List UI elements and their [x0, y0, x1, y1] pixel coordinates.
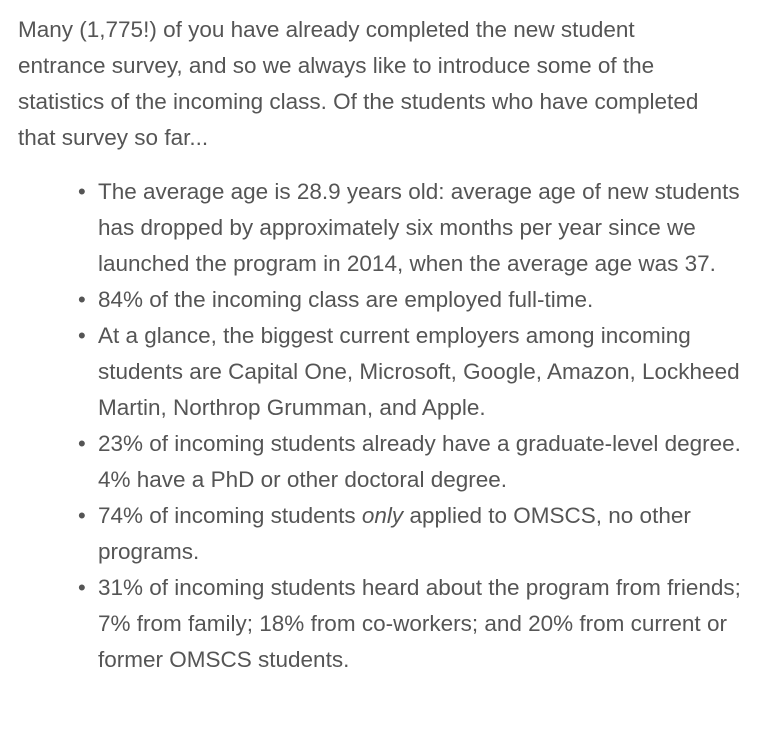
list-item-text: 84% of the incoming class are employed f…	[98, 287, 594, 312]
list-item-text-after: applied to OMSCS, no other programs.	[98, 503, 691, 564]
list-item-text-before: 74% of incoming students	[98, 503, 362, 528]
list-item: • 74% of incoming students only applied …	[78, 498, 748, 570]
bullet-icon: •	[78, 179, 86, 204]
bullet-icon: •	[78, 323, 86, 348]
bullet-icon: •	[78, 431, 86, 456]
list-item-text: The average age is 28.9 years old: avera…	[98, 179, 740, 276]
list-item: • At a glance, the biggest current emplo…	[78, 318, 748, 426]
emphasis-text: only	[361, 503, 404, 528]
list-item-text: 31% of incoming students heard about the…	[98, 575, 741, 672]
list-item-text: 23% of incoming students already have a …	[98, 431, 741, 492]
article-body: Many (1,775!) of you have already comple…	[18, 17, 762, 678]
list-item: • 31% of incoming students heard about t…	[78, 570, 748, 678]
list-item-text: At a glance, the biggest current employe…	[98, 323, 740, 420]
intro-paragraph: Many (1,775!) of you have already comple…	[18, 17, 699, 150]
list-item: • 84% of the incoming class are employed…	[78, 282, 748, 318]
bullet-icon: •	[78, 503, 86, 528]
list-item: • 23% of incoming students already have …	[78, 426, 748, 498]
list-item: • The average age is 28.9 years old: ave…	[78, 174, 748, 282]
bullet-icon: •	[78, 575, 86, 600]
bullet-icon: •	[78, 287, 86, 312]
statistics-list: • The average age is 28.9 years old: ave…	[18, 174, 762, 678]
